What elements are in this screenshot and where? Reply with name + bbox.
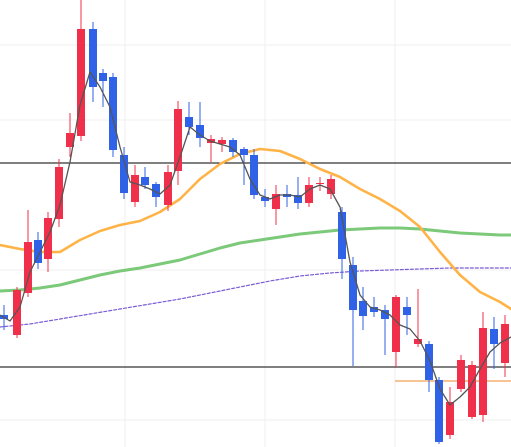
- candle-body-down: [338, 212, 346, 259]
- candle-body-down: [490, 329, 498, 344]
- candle-body-down: [34, 240, 42, 263]
- candle-body-down: [425, 344, 433, 380]
- candle-body-up: [131, 175, 139, 202]
- candle-body-up: [55, 167, 63, 219]
- candle-body-up: [501, 324, 509, 363]
- candle-body-up: [66, 133, 74, 147]
- ma-long-line: [0, 267, 511, 328]
- ma-fast-line: [0, 71, 511, 406]
- moving-average-lines: [0, 147, 511, 328]
- candle-body-up: [457, 360, 465, 389]
- candle-body-up: [218, 140, 226, 144]
- candle-body-down: [403, 307, 411, 315]
- candle-body-down: [99, 73, 107, 81]
- candle-body-down: [120, 155, 128, 193]
- candle-body-up: [392, 297, 400, 352]
- candle-body-down: [359, 301, 367, 316]
- candle-body-down: [294, 195, 302, 203]
- candle-body-up: [316, 183, 324, 184]
- candle-body-down: [381, 310, 389, 319]
- candle-body-down: [349, 265, 357, 310]
- candle-body-down: [250, 155, 258, 195]
- candle-body-down: [152, 184, 160, 197]
- ma-slow-line: [0, 226, 511, 293]
- candle-body-down: [240, 149, 248, 155]
- candle-body-up: [272, 194, 280, 209]
- candle-body-down: [141, 177, 149, 185]
- candle-body-down: [89, 29, 97, 87]
- candle-body-down: [435, 380, 443, 442]
- candle-body-down: [261, 197, 269, 201]
- candle-body-up: [468, 365, 476, 417]
- candle-body-down: [109, 77, 117, 150]
- candle-body-up: [327, 179, 335, 194]
- candle-body-up: [479, 328, 487, 415]
- candle-body-down: [185, 117, 193, 127]
- candle-body-up: [414, 339, 422, 344]
- candle-body-down: [196, 125, 204, 138]
- candle-body-up: [174, 109, 182, 171]
- candle-body-up: [24, 242, 32, 293]
- candle-body-down: [370, 307, 378, 312]
- candle-body-down: [229, 140, 237, 152]
- candle-body-up: [77, 29, 85, 136]
- ma-mid-line: [0, 147, 511, 311]
- candle-body-up: [446, 402, 454, 435]
- horizontal-lines: [0, 162, 511, 382]
- candle-body-up: [13, 290, 21, 335]
- candle-body-up: [164, 172, 172, 205]
- candle-body-up: [44, 218, 52, 259]
- candle-body-up: [305, 185, 313, 203]
